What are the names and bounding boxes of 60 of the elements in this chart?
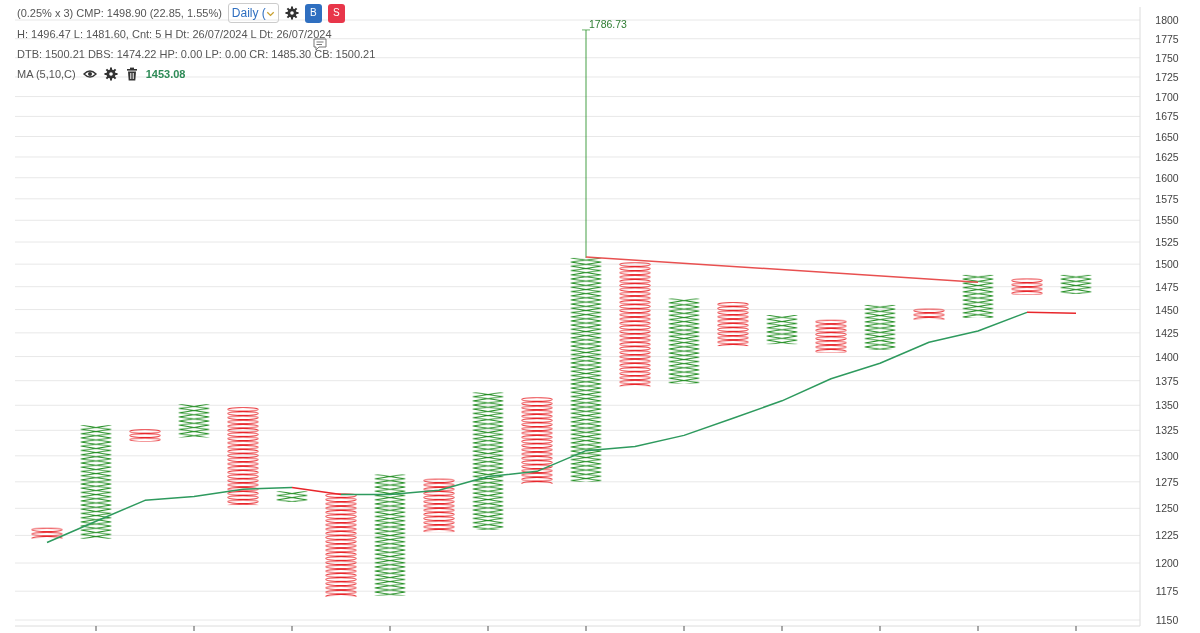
annotation: MA (5,10,C) <box>17 67 76 82</box>
bar <box>472 392 504 530</box>
bar <box>80 425 112 539</box>
y-tick-label: 1550 <box>1155 214 1179 227</box>
y-tick-label: 1650 <box>1155 130 1179 143</box>
annotation: 1453.08 <box>145 67 186 82</box>
bar <box>423 478 455 533</box>
text: B <box>304 3 322 23</box>
y-tick-label: 1575 <box>1155 192 1179 205</box>
y-tick-label: 1450 <box>1155 303 1179 316</box>
y-tick-label: 1775 <box>1155 32 1179 45</box>
y-tick-label: 1150 <box>1155 614 1179 626</box>
bar <box>668 298 700 384</box>
bar <box>31 527 63 539</box>
bar <box>276 491 308 502</box>
y-tick-label: 1600 <box>1155 171 1179 184</box>
y-tick-label: 1500 <box>1155 258 1179 271</box>
bar <box>1011 278 1043 295</box>
bar <box>227 407 259 506</box>
line-series <box>46 486 293 544</box>
y-tick-label: 1400 <box>1155 350 1179 363</box>
y-tick-label: 1525 <box>1155 236 1179 249</box>
annotation: DTB: 1500.21 DBS: 1474.22 HP: 0.00 LP: 0.00 CR: 1485.30 CB: 1500.21 <box>17 47 376 62</box>
y-tick-label: 1200 <box>1155 557 1179 569</box>
y-tick-label: 1375 <box>1155 374 1179 387</box>
y-tick-label: 1250 <box>1155 502 1179 515</box>
bar <box>962 274 994 318</box>
bar <box>374 474 406 596</box>
y-tick-label: 1750 <box>1155 51 1179 64</box>
y-tick-label: 1325 <box>1155 424 1179 437</box>
bar <box>717 302 749 347</box>
text: Daily ( <box>227 3 279 23</box>
y-tick-label: 1425 <box>1155 326 1179 339</box>
bar <box>766 315 798 345</box>
y-tick-label: 1475 <box>1155 280 1179 293</box>
line-series <box>340 311 1028 496</box>
text: (0.25% x 3) CMP: 1498.90 (22.85, 1.55%) <box>17 6 222 21</box>
y-tick-label: 1725 <box>1155 71 1179 83</box>
bar <box>178 404 210 438</box>
bar <box>619 262 651 387</box>
y-tick-label: 1175 <box>1155 585 1179 598</box>
y-tick-label: 1300 <box>1155 449 1179 462</box>
annotation: 1786.73 <box>589 17 628 30</box>
y-tick-label: 1800 <box>1155 14 1179 26</box>
y-tick-label: 1275 <box>1155 475 1179 488</box>
y-tick-label: 1700 <box>1155 90 1179 103</box>
bar <box>913 308 945 320</box>
bar <box>864 304 896 350</box>
y-tick-label: 1675 <box>1155 110 1179 123</box>
bar <box>1060 274 1092 294</box>
bar <box>129 429 161 442</box>
bar <box>521 397 553 484</box>
y-tick-label: 1350 <box>1155 399 1179 412</box>
annotation: H: 1496.47 L: 1481.60, Cnt: 5 H Dt: 26/07/2024 L Dt: 26/07/2024 <box>17 27 333 42</box>
bar <box>815 319 847 353</box>
y-tick-label: 1625 <box>1155 150 1179 163</box>
bar <box>325 493 357 597</box>
y-tick-label: 1225 <box>1155 529 1179 542</box>
bar <box>570 257 602 482</box>
text: S <box>327 3 345 23</box>
